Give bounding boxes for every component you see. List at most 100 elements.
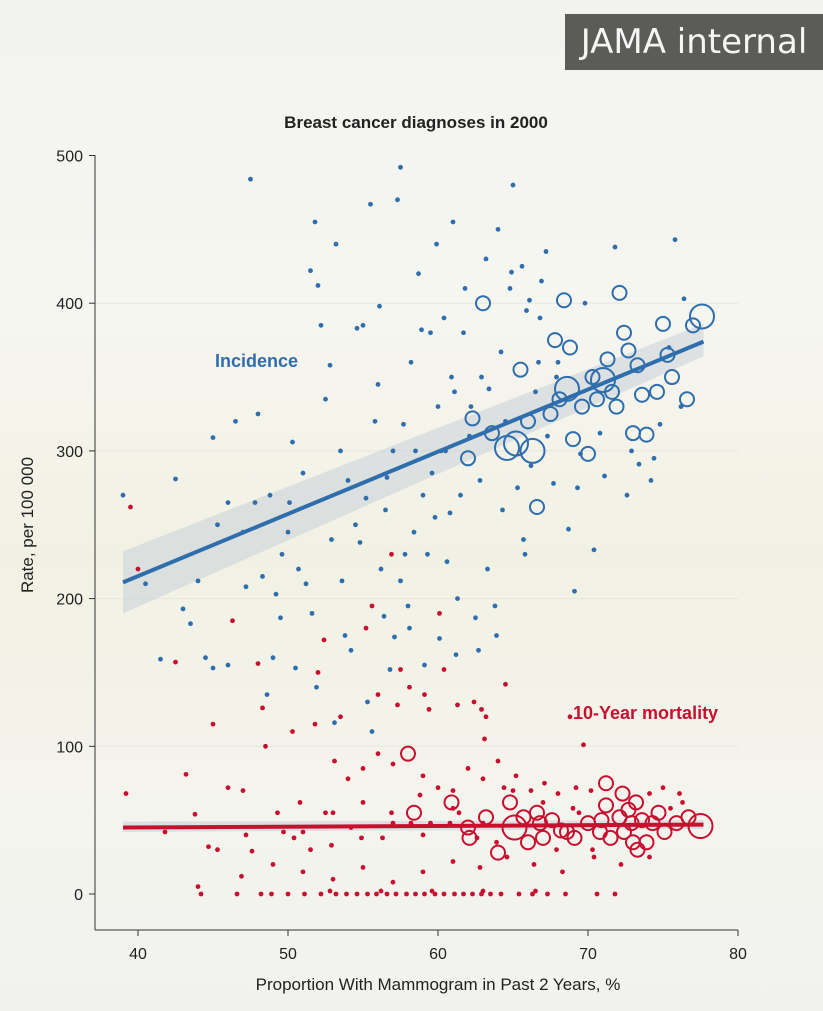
data-point <box>594 891 600 897</box>
data-point <box>428 330 433 336</box>
data-point <box>527 297 532 303</box>
data-point <box>120 492 126 498</box>
data-point <box>565 431 581 448</box>
data-point <box>215 847 220 853</box>
data-point <box>447 510 453 516</box>
data-point <box>406 804 422 821</box>
data-point <box>293 665 298 671</box>
data-point <box>384 475 390 480</box>
data-point <box>453 652 459 658</box>
data-point <box>488 891 493 897</box>
data-point <box>263 743 268 749</box>
data-point <box>416 271 421 277</box>
data-point <box>390 448 396 454</box>
data-point <box>664 369 680 386</box>
data-point <box>395 197 400 203</box>
data-point <box>657 421 663 427</box>
data-point <box>450 219 456 225</box>
data-point <box>404 891 409 897</box>
incidence-label: Incidence <box>215 351 298 371</box>
data-point <box>318 891 324 897</box>
data-point <box>651 455 657 461</box>
data-point <box>480 888 486 894</box>
data-point <box>465 766 471 771</box>
data-point <box>531 862 537 867</box>
data-point <box>616 324 632 341</box>
data-point <box>501 785 507 791</box>
data-point <box>360 766 366 771</box>
data-point <box>369 603 375 609</box>
data-point <box>426 706 432 712</box>
data-point <box>369 729 375 734</box>
data-point <box>249 848 255 854</box>
data-point <box>374 891 379 897</box>
data-point <box>402 551 408 557</box>
data-point <box>480 776 486 782</box>
data-point <box>483 256 489 262</box>
data-point <box>545 433 550 439</box>
data-point <box>422 891 427 897</box>
data-point <box>393 891 399 897</box>
data-point <box>612 891 618 897</box>
data-point <box>135 566 141 572</box>
data-point <box>471 699 477 705</box>
data-point <box>542 780 547 786</box>
data-point <box>143 581 148 587</box>
data-point <box>422 692 427 698</box>
data-point <box>359 835 364 841</box>
x-tick-label: 50 <box>279 946 297 963</box>
data-point <box>437 636 442 641</box>
data-point <box>329 537 334 542</box>
data-point <box>624 492 630 498</box>
data-point <box>180 606 186 612</box>
data-point <box>420 832 426 838</box>
data-point <box>407 625 412 631</box>
data-point <box>377 303 382 309</box>
data-point <box>279 551 285 557</box>
data-point <box>239 873 244 879</box>
data-point <box>441 315 447 321</box>
data-point <box>173 476 178 482</box>
data-point <box>494 839 499 845</box>
data-point <box>562 339 578 356</box>
data-point <box>273 591 279 597</box>
data-point <box>452 891 457 897</box>
axes <box>89 155 739 936</box>
data-point <box>570 805 576 811</box>
data-point <box>582 300 588 306</box>
data-point <box>462 286 468 291</box>
data-point <box>556 292 572 309</box>
data-point <box>321 637 327 643</box>
data-point <box>243 832 249 838</box>
data-point <box>443 794 460 811</box>
data-point <box>333 241 339 247</box>
data-point <box>450 788 456 794</box>
data-point <box>456 810 462 816</box>
data-point <box>555 359 561 365</box>
data-point <box>378 566 384 572</box>
data-point <box>389 810 394 816</box>
data-point <box>519 263 525 269</box>
data-point <box>452 389 457 395</box>
data-point <box>483 714 489 720</box>
data-point <box>490 844 506 861</box>
data-point <box>339 578 345 584</box>
y-axis-label: Rate, per 100 000 <box>18 457 37 593</box>
data-point <box>173 659 178 665</box>
data-point <box>504 854 510 860</box>
data-point <box>269 891 274 897</box>
data-point <box>360 800 366 805</box>
data-point <box>308 847 313 853</box>
data-point <box>528 788 534 794</box>
data-point <box>363 495 369 501</box>
data-point <box>485 566 490 572</box>
data-point <box>435 785 441 791</box>
data-point <box>375 382 381 387</box>
data-point <box>360 322 366 328</box>
data-point <box>591 547 597 553</box>
data-point <box>327 888 333 894</box>
data-point <box>685 317 701 334</box>
y-tick-label: 300 <box>56 444 83 461</box>
data-point <box>210 721 216 727</box>
data-point <box>672 237 678 243</box>
